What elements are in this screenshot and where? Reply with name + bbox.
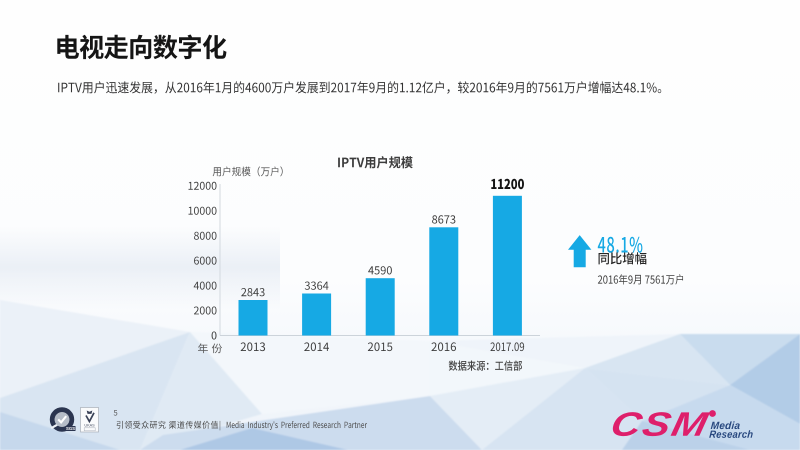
svg-text:UKAS: UKAS (84, 423, 95, 427)
svg-text:SGS: SGS (66, 426, 75, 431)
